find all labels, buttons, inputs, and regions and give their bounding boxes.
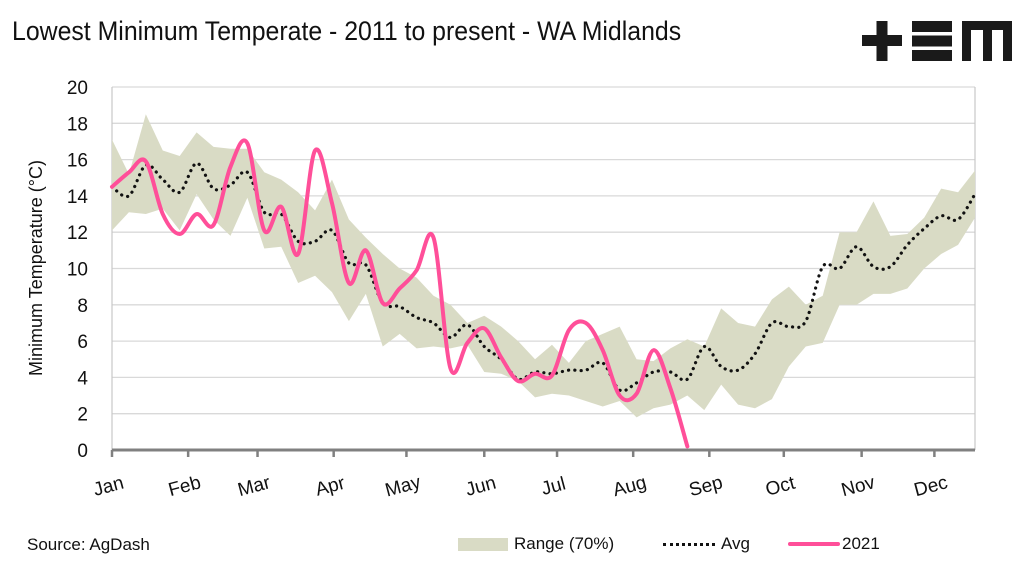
x-tick-label: Aug bbox=[611, 472, 649, 501]
source-note: Source: AgDash bbox=[27, 535, 150, 554]
x-tick-label: Jan bbox=[91, 473, 126, 501]
logo-plus-vertical bbox=[876, 21, 888, 61]
x-tick-labels: Jan Feb Mar Apr May Jun Jul Aug Sep Oct Nov Dec bbox=[91, 472, 950, 502]
y-tick-label: 16 bbox=[67, 151, 88, 172]
legend-item-2021: 2021 bbox=[788, 534, 880, 554]
legend-item-range: Range (70%) bbox=[458, 534, 614, 554]
x-tick-label: May bbox=[383, 472, 424, 502]
year-2021-series bbox=[110, 138, 690, 449]
logo-m bbox=[962, 21, 1012, 61]
logo-e-bar-top bbox=[912, 21, 952, 32]
year-2021-swatch bbox=[788, 542, 840, 546]
x-tick-label: Oct bbox=[763, 473, 798, 501]
avg-series bbox=[110, 161, 977, 393]
y-tick-label: 2 bbox=[77, 405, 88, 426]
y-tick-label: 6 bbox=[77, 332, 88, 353]
y-tick-label: 12 bbox=[67, 223, 88, 244]
y-axis-label: Minimum Temperature (°C) bbox=[26, 160, 46, 376]
avg-swatch bbox=[663, 542, 715, 546]
y-tick-label: 4 bbox=[77, 368, 88, 389]
logo-e-bar-bottom bbox=[912, 50, 952, 61]
x-tick-label: Dec bbox=[912, 472, 950, 501]
avg-line bbox=[110, 161, 977, 393]
y-tick-label: 14 bbox=[67, 187, 89, 208]
year-2021-line bbox=[110, 138, 690, 449]
y-tick-label: 8 bbox=[77, 296, 88, 317]
legend-label-avg: Avg bbox=[721, 534, 750, 553]
axes bbox=[110, 448, 975, 457]
x-tick-label: Jun bbox=[463, 473, 498, 501]
logo-e-bar-mid bbox=[912, 35, 952, 47]
legend-label-2021: 2021 bbox=[842, 534, 880, 553]
x-tick-label: Jul bbox=[539, 473, 568, 500]
legend-item-avg: Avg bbox=[663, 534, 750, 554]
y-tick-label: 20 bbox=[67, 78, 88, 99]
x-tick-label: Feb bbox=[166, 472, 203, 501]
range-swatch bbox=[458, 537, 508, 551]
tem-logo-icon bbox=[862, 21, 1012, 61]
x-tick-label: Sep bbox=[687, 472, 725, 501]
legend-label-range: Range (70%) bbox=[514, 534, 615, 553]
x-tick-label: Mar bbox=[236, 472, 274, 501]
y-tick-label: 18 bbox=[67, 114, 88, 135]
y-tick-labels: 0 2 4 6 8 10 12 14 16 18 20 bbox=[67, 78, 89, 462]
chart-title: Lowest Minimum Temperate - 2011 to prese… bbox=[12, 16, 682, 46]
y-tick-label: 0 bbox=[77, 441, 88, 462]
x-tick-label: Apr bbox=[313, 473, 348, 501]
x-tick-label: Nov bbox=[839, 472, 878, 501]
y-tick-label: 10 bbox=[67, 260, 88, 281]
